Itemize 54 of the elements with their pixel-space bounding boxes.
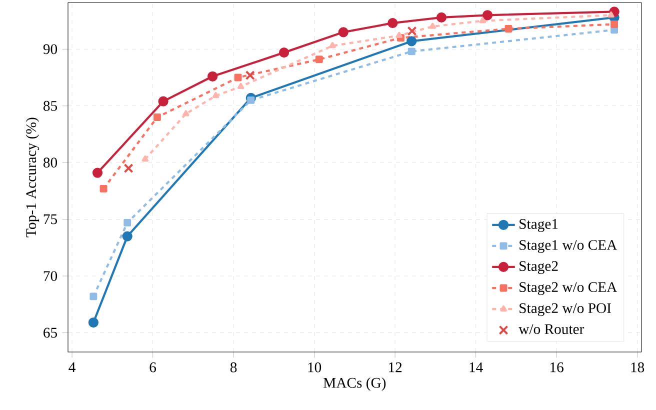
point [408,48,416,56]
point [124,163,134,174]
x-tick-label: 12 [389,362,402,372]
y-tick-label: 90 [43,44,58,54]
y-tick-label: 70 [44,271,58,281]
x-tick-label: 8 [230,362,237,372]
point [245,70,255,80]
point [482,10,493,20]
point [122,231,132,242]
point [329,42,336,48]
x-tick-label: 4 [68,362,76,372]
x-tick-label: 16 [550,362,564,372]
point [247,96,255,104]
point [407,26,417,36]
point [142,155,148,162]
point [237,82,244,89]
point [158,96,168,106]
point [90,292,98,300]
point [436,12,447,22]
point [212,92,220,98]
point [207,71,218,82]
point [610,20,618,28]
point [504,25,512,32]
y-tick-label: 75 [44,214,58,224]
point [278,47,290,58]
point [124,218,132,226]
point [100,184,108,192]
legend-label: w/o Router [518,324,584,334]
point [338,27,348,38]
point [406,36,417,46]
point [396,32,402,38]
legend-label: Stage2 w/o POI [520,303,611,316]
y-tick-label: 65 [44,328,58,338]
point [92,168,103,178]
y-axis-title: Top-1 Accuracy (%) [26,118,40,238]
x-tick-label: 18 [631,362,644,372]
legend-label: Stage1 w/o CEA [520,240,618,253]
point [153,113,161,121]
point [429,22,436,29]
x-axis-title: MACs (G) [324,377,386,391]
point [315,56,323,64]
x-tick-label: 10 [308,362,322,372]
legend-label: Stage1 [520,219,558,232]
x-tick-label: 14 [470,362,483,372]
point [479,17,486,24]
y-tick-label: 80 [43,158,58,168]
x-tick-label: 6 [150,362,156,372]
point [88,317,99,328]
legend-label: Stage2 [520,261,558,274]
point [182,110,190,116]
point [388,18,398,28]
point [234,74,242,82]
y-tick-label: 85 [43,100,58,111]
legend-label: Stage2 w/o CEA [520,282,618,296]
